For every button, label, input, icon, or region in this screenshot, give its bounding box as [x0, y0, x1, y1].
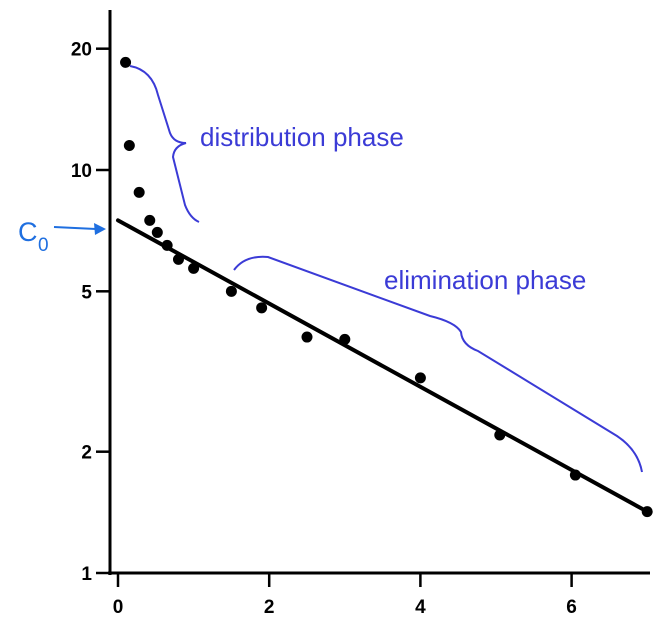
- data-point: [225, 285, 237, 297]
- data-point: [641, 506, 653, 518]
- c0-subscript: 0: [38, 235, 49, 256]
- tick-labels: 1 2 5 10 20 0 2 4 6: [71, 40, 577, 618]
- c0-arrow-shaft: [53, 226, 97, 230]
- elimination-phase-brace: [233, 255, 643, 473]
- data-point: [301, 331, 313, 343]
- data-point: [133, 186, 145, 198]
- data-point: [161, 239, 173, 251]
- data-point: [256, 302, 268, 314]
- c0-arrow-head: [94, 223, 106, 235]
- data-point: [120, 56, 132, 68]
- y-tick-label: 5: [81, 282, 92, 303]
- ticks: [96, 47, 573, 587]
- c0-label: C: [18, 217, 38, 247]
- data-point: [172, 253, 184, 265]
- x-tick-label: 4: [415, 597, 426, 618]
- regression-line-group: [116, 218, 650, 514]
- data-point: [188, 262, 200, 274]
- y-tick-label: 2: [81, 443, 92, 464]
- x-tick-label: 2: [264, 597, 275, 618]
- data-point: [123, 140, 135, 152]
- elimination-phase-label: elimination phase: [384, 265, 586, 295]
- data-point: [494, 429, 506, 441]
- y-tick-label: 1: [81, 564, 92, 585]
- regression-line: [116, 218, 650, 514]
- data-point: [569, 469, 581, 481]
- x-tick-label: 0: [113, 597, 124, 618]
- distribution-phase-brace: [129, 65, 200, 223]
- data-point: [414, 372, 426, 384]
- data-point: [339, 333, 351, 345]
- y-tick-label: 10: [71, 161, 92, 182]
- x-tick-label: 6: [566, 597, 577, 618]
- y-tick-label: 20: [71, 40, 92, 61]
- data-point: [151, 226, 163, 238]
- data-points: [120, 56, 653, 518]
- distribution-phase-label: distribution phase: [200, 122, 404, 152]
- data-point: [144, 214, 156, 226]
